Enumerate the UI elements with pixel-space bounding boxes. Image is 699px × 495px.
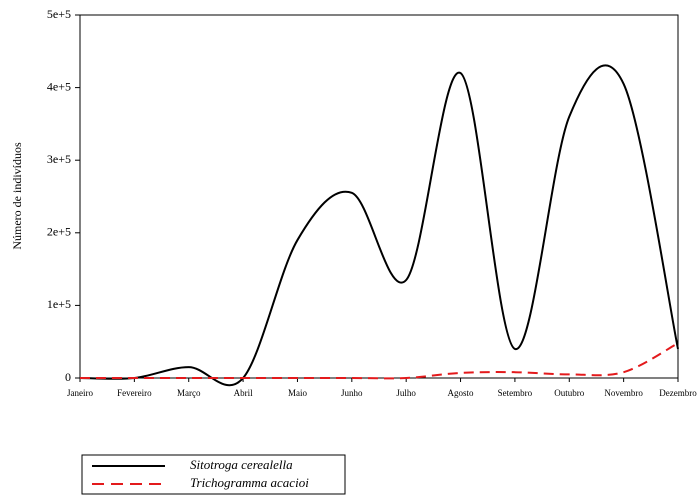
y-tick-label: 5e+5 (47, 7, 71, 21)
y-axis-label: Número de indivíduos (10, 142, 24, 250)
x-tick-label: Maio (288, 388, 307, 398)
y-tick-label: 3e+5 (47, 152, 71, 166)
x-tick-label: Dezembro (659, 388, 697, 398)
plot-frame (79, 14, 679, 379)
legend-label: Sitotroga cerealella (190, 457, 293, 472)
x-tick-label: Outubro (554, 388, 584, 398)
x-tick-label: Setembro (498, 388, 533, 398)
legend-label: Trichogramma acacioi (190, 475, 309, 490)
x-tick-label: Junho (341, 388, 363, 398)
x-tick-label: Abril (234, 388, 253, 398)
legend-box (81, 454, 346, 495)
series-line (79, 64, 679, 386)
x-tick-label: Julho (396, 388, 416, 398)
x-tick-label: Fevereiro (117, 388, 152, 398)
y-tick-label: 0 (65, 370, 71, 384)
y-tick-label: 4e+5 (47, 79, 71, 93)
x-tick-label: Agosto (448, 388, 475, 398)
x-tick-label: Janeiro (67, 388, 93, 398)
x-tick-label: Março (177, 388, 201, 398)
series-line (79, 342, 679, 380)
y-tick-label: 2e+5 (47, 225, 71, 239)
y-tick-label: 1e+5 (47, 297, 71, 311)
x-tick-label: Novembro (604, 388, 643, 398)
